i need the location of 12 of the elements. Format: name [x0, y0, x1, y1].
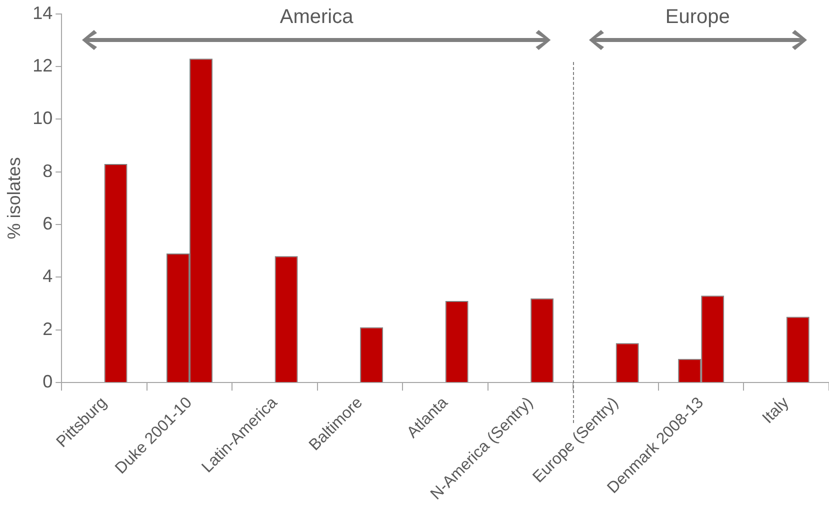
y-tick-label: 0	[42, 372, 53, 392]
y-tick-label: 14	[32, 2, 53, 23]
y-tick-label: 2	[42, 318, 53, 339]
y-tick-label: 12	[32, 55, 53, 76]
x-tick-label: Italy	[760, 394, 792, 428]
y-tick-label: 4	[42, 266, 53, 286]
y-axis-title: % isolates	[4, 157, 24, 240]
y-tick-label: 10	[32, 108, 53, 128]
annotation: Europe	[664, 6, 731, 29]
annotation: America	[278, 6, 354, 29]
y-tick-label: 6	[42, 214, 53, 234]
y-tick-label: 8	[42, 160, 53, 181]
